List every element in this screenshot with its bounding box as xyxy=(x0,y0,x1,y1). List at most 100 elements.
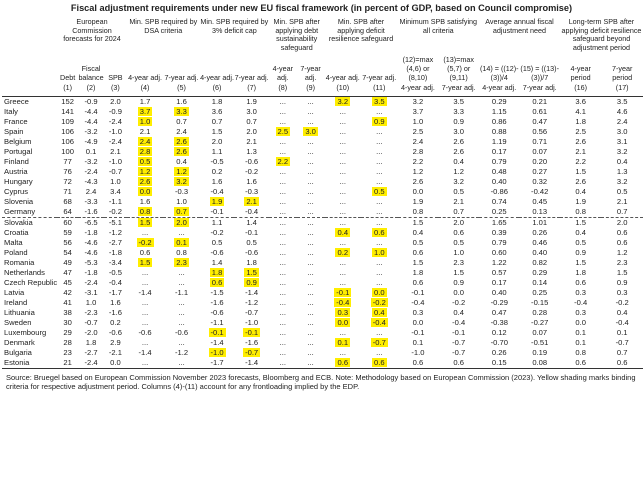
highlight-value: 0.3 xyxy=(335,307,351,317)
table-cell: 1.9 xyxy=(200,196,235,207)
table-header: European Commission forecasts for 2024 M… xyxy=(2,17,643,97)
table-cell: 0.7 xyxy=(163,206,199,218)
table-cell: 0.48 xyxy=(491,166,507,176)
table-cell: 0.82 xyxy=(532,257,548,267)
header-group-min-spb: Minimum SPB satisfying all criteria xyxy=(399,17,478,35)
table-cell: 0.9 xyxy=(234,277,269,288)
col-header: 7-year adj. xyxy=(362,72,397,82)
table-cell: 2.6 xyxy=(453,146,464,156)
table-cell: ... xyxy=(279,206,286,216)
table-cell: 2.2 xyxy=(269,156,297,167)
table-cell: ... xyxy=(279,136,286,146)
highlight-value: 2.0 xyxy=(174,217,189,227)
table-cell: 1.01 xyxy=(519,216,560,228)
table-cell: ... xyxy=(376,106,383,116)
header-group-forecasts: European Commission forecasts for 2024 xyxy=(63,17,121,44)
table-title: Fiscal adjustment requirements under new… xyxy=(70,3,573,13)
table-cell: 0.25 xyxy=(491,206,507,216)
table-cell: 0.5 xyxy=(412,237,424,247)
table-cell: 0.0 xyxy=(104,357,127,369)
table-cell: ... xyxy=(376,166,383,176)
table-cell: -1.6 xyxy=(84,206,98,216)
table-row: Latvia 42 -3.1 -1.7 -1.4 -1.1 -1.5 -1.4...... -0… xyxy=(2,287,643,298)
table-cell: 1.5 xyxy=(616,267,628,277)
col-header: SPB xyxy=(108,72,123,82)
table-cell: 1.6 xyxy=(246,176,257,186)
col-index: 7-year adj. xyxy=(522,84,557,93)
table-cell: ... xyxy=(376,257,383,267)
col-header: 4-year adj. xyxy=(128,72,163,82)
table-cell: ... xyxy=(178,307,185,317)
table-cell: ... xyxy=(307,227,314,237)
table-cell: -0.1 xyxy=(411,287,425,297)
table-cell: 0.2 xyxy=(325,247,362,258)
table-cell: -0.2 xyxy=(245,166,259,176)
table-cell: 38 xyxy=(63,307,72,317)
table-cell: ... xyxy=(163,357,200,369)
table-cell: ... xyxy=(376,206,383,216)
table-cell: -1.1 xyxy=(210,317,224,327)
table-cell: 3.5 xyxy=(361,96,398,107)
table-cell: 0.7 xyxy=(453,206,464,216)
table-cell: 23 xyxy=(63,347,72,357)
table-cell: -0.1 xyxy=(245,227,259,237)
highlight-value: 2.1 xyxy=(244,196,259,206)
table-cell: 0.0 xyxy=(412,186,424,196)
table-row: Netherlands 47 -1.8 -0.5...... 1.8 1.5.......… xyxy=(2,267,643,278)
highlight-value: 2.2 xyxy=(275,156,291,166)
table-cell: 0.3 xyxy=(616,287,628,297)
fiscal-table: European Commission forecasts for 2024 M… xyxy=(2,17,643,369)
country-name: Slovenia xyxy=(4,196,34,206)
country-name: Luxembourg xyxy=(4,327,47,337)
table-cell: 2.1 xyxy=(139,126,151,136)
col-index: (4) xyxy=(140,84,150,93)
table-cell: 0.19 xyxy=(532,347,548,357)
table-cell: 2.1 xyxy=(234,196,269,207)
col-header: Debt xyxy=(60,72,76,82)
country-name: Finland xyxy=(4,156,29,166)
table-cell: 1.0 xyxy=(453,247,464,257)
table-cell: 1.9 xyxy=(246,96,257,106)
table-row: Portugal 100 0.1 2.1 2.8 2.6 1.1 1.3...........… xyxy=(2,146,643,157)
table-cell: 1.6 xyxy=(139,196,151,206)
table-cell: 2.9 xyxy=(110,337,121,347)
table-cell: 0.28 xyxy=(532,307,548,317)
table-cell: 0.5 xyxy=(211,237,223,247)
table-cell: 0.7 xyxy=(246,116,257,126)
table-cell: 3.2 xyxy=(325,96,362,107)
table-cell: -0.42 xyxy=(531,186,549,196)
table-row: Lithuania 38 -2.3 -1.6...... -0.6 -0.7...... 0… xyxy=(2,307,643,318)
table-cell: 0.46 xyxy=(532,237,548,247)
table-cell: -2.4 xyxy=(78,357,105,369)
table-cell: 0.12 xyxy=(491,327,507,337)
table-cell: -1.6 xyxy=(210,297,224,307)
col-index: (1) xyxy=(63,84,73,93)
highlight-value: 0.6 xyxy=(372,357,387,367)
table-cell: 2.1 xyxy=(246,136,257,146)
table-cell: 0.6 xyxy=(361,227,398,238)
table-cell: 0.7 xyxy=(616,347,628,357)
col-index: (3) xyxy=(111,84,120,93)
table-cell: -2.3 xyxy=(84,307,98,317)
table-cell: 1.7 xyxy=(139,96,151,106)
table-cell: -4.3 xyxy=(84,176,98,186)
table-cell: 3.0 xyxy=(246,106,257,116)
source-note: Source: Bruegel based on European Commis… xyxy=(6,372,636,392)
table-cell: 1.0 xyxy=(176,196,187,206)
table-cell: 2.6 xyxy=(127,176,164,187)
table-cell: -1.4 xyxy=(234,357,269,369)
highlight-value: -0.4 xyxy=(334,297,352,307)
table-cell: 45 xyxy=(63,277,72,287)
table-cell: -3.2 xyxy=(84,156,98,166)
table-cell: 1.5 xyxy=(575,257,586,267)
table-cell: ... xyxy=(279,186,286,196)
table-cell: -0.7 xyxy=(452,337,466,347)
table-cell: ... xyxy=(376,327,383,337)
table-cell: 0.6 xyxy=(575,277,586,287)
table-cell: -0.3 xyxy=(174,186,189,196)
table-cell: -0.7 xyxy=(361,337,398,348)
header-subrow: Debt Fiscal balance SPB 4-year adj. 7-year a… xyxy=(2,52,643,84)
table-cell: 1.9 xyxy=(575,196,586,206)
table-cell: 1.5 xyxy=(453,267,464,277)
col-index: (11) xyxy=(373,84,386,93)
